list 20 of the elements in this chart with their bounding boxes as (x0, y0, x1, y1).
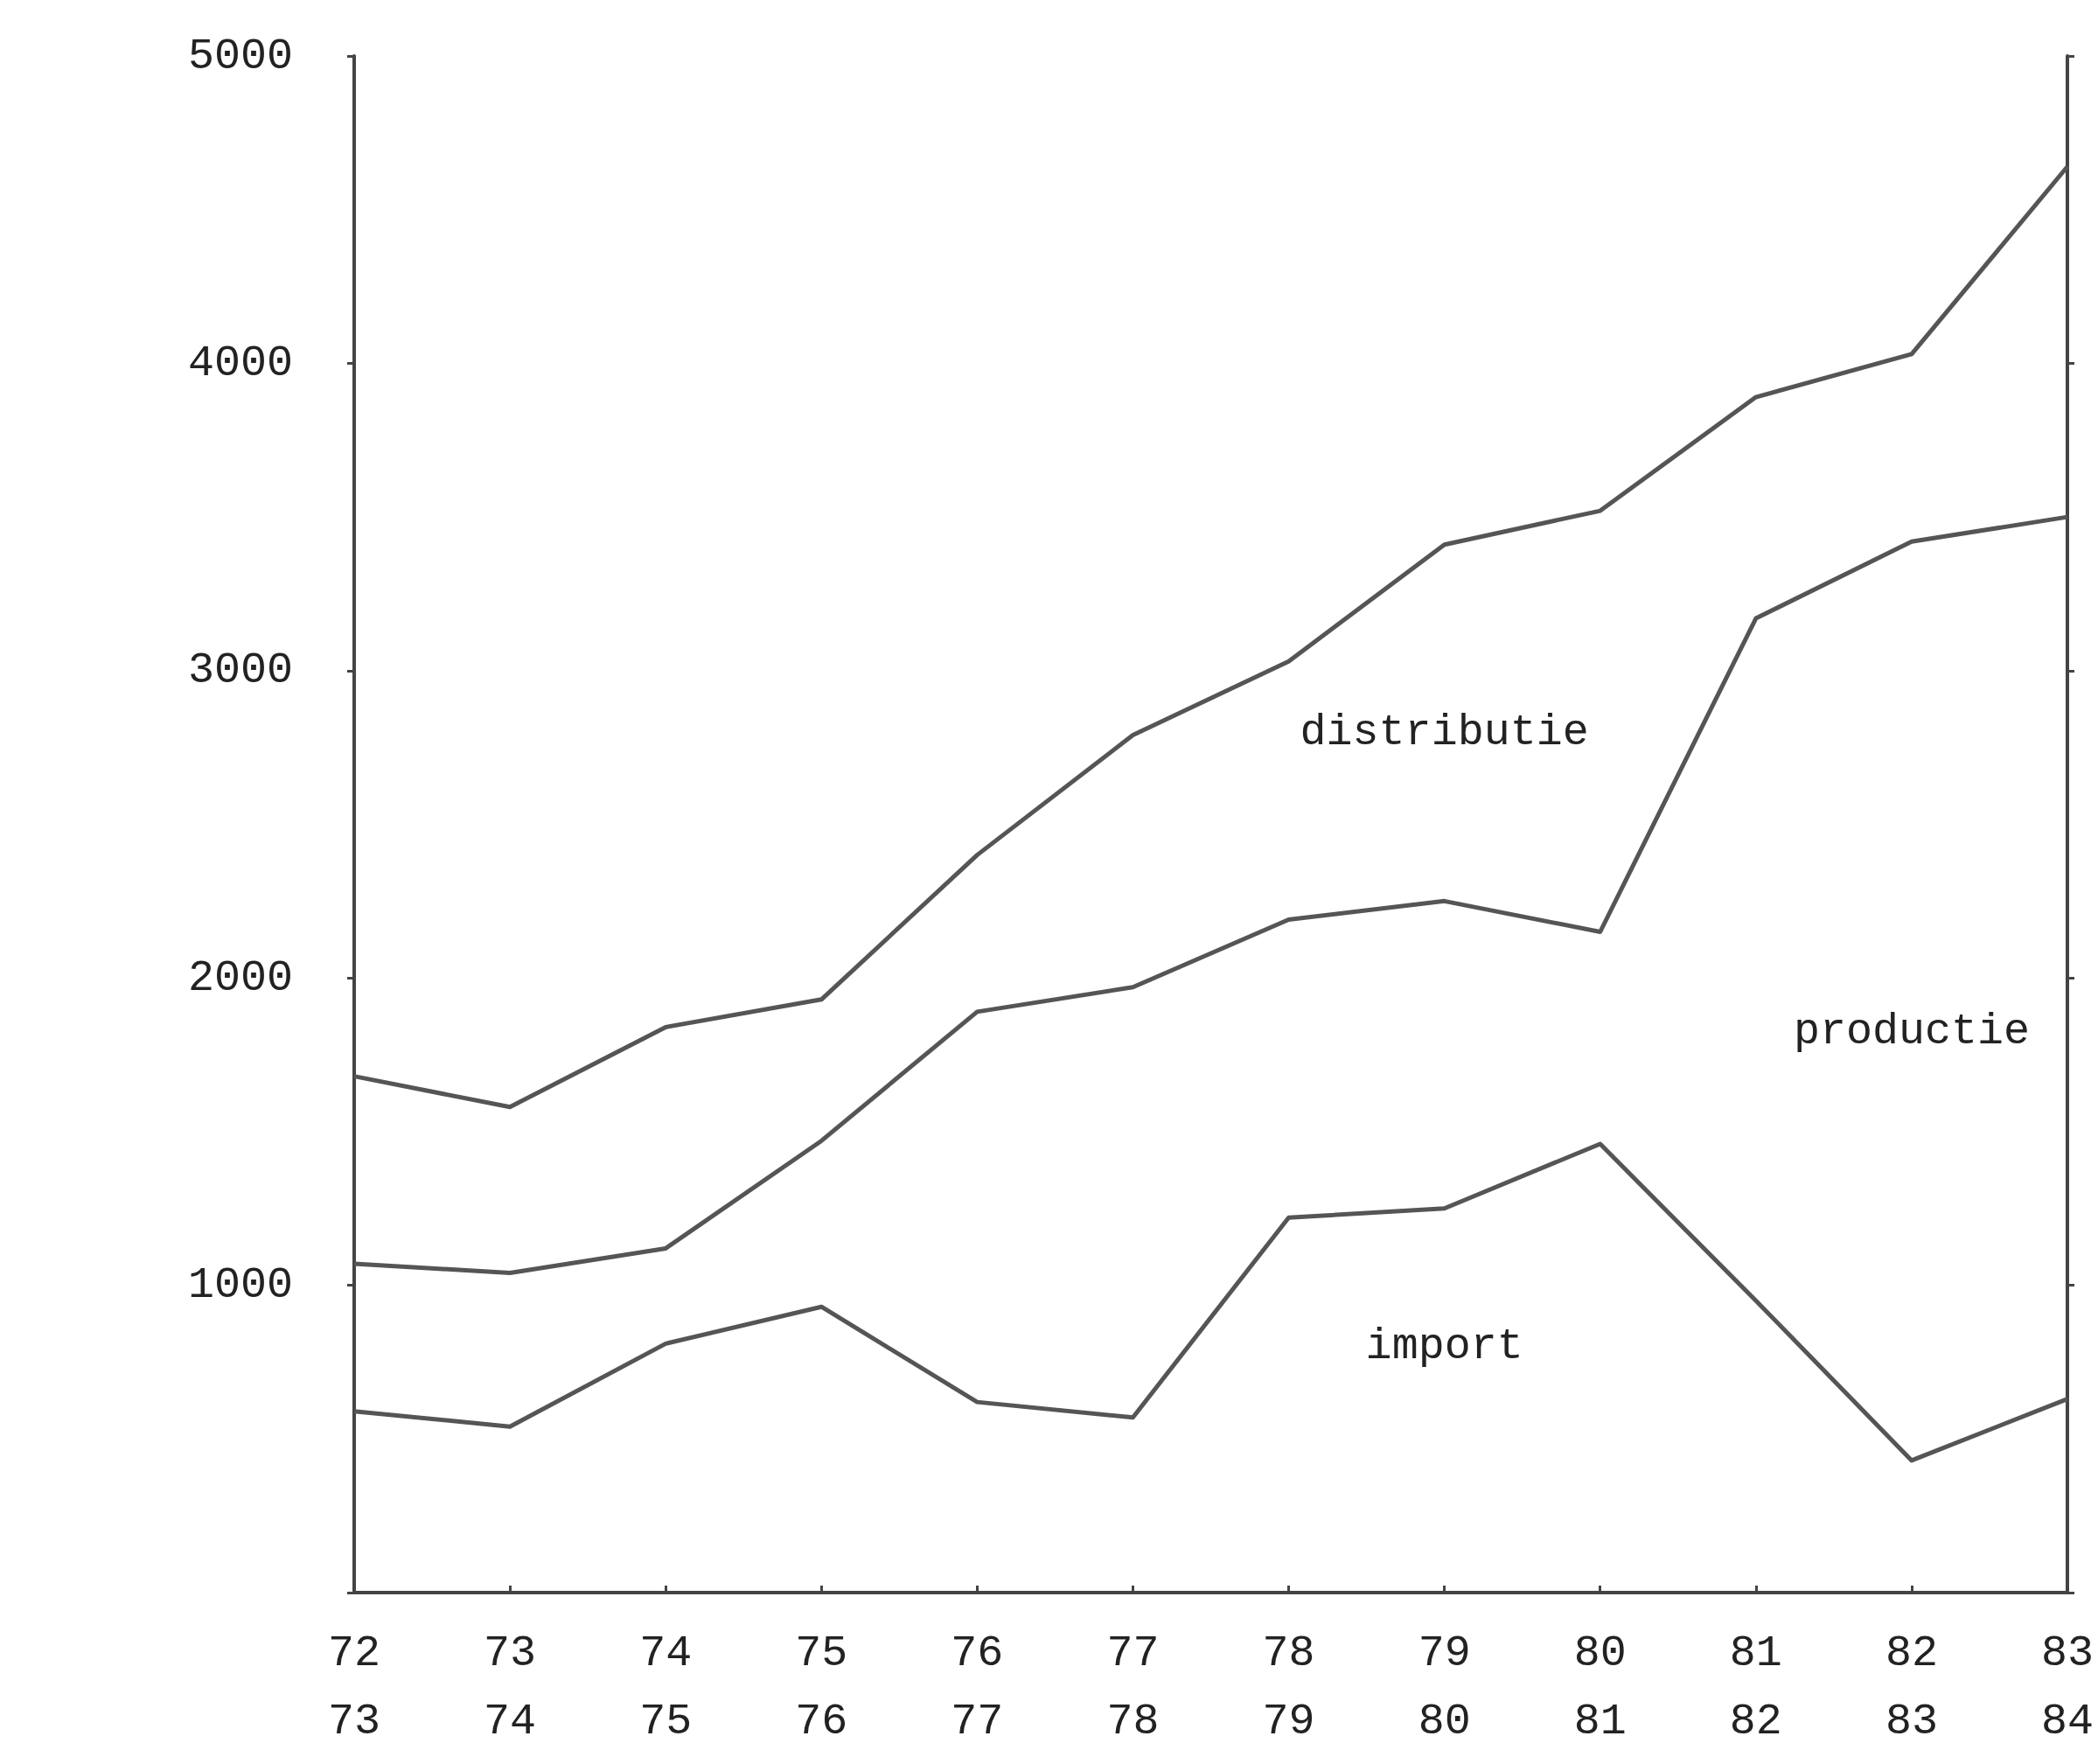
x-tick-label: 76 77 (951, 1628, 1004, 1747)
x-tick-label: 77 78 (1106, 1628, 1160, 1747)
x-tick-label: 72 73 (327, 1628, 381, 1747)
x-tick-label: 82 83 (1885, 1628, 1938, 1747)
x-tick-label: 80 81 (1573, 1628, 1627, 1747)
x-tick-label: 74 75 (639, 1628, 693, 1747)
y-tick-label: 5000 (188, 31, 294, 81)
series-label: distributie (1300, 707, 1589, 757)
x-tick-label: 81 82 (1729, 1628, 1782, 1747)
y-tick-label: 2000 (188, 952, 294, 1003)
x-tick-label: 73 74 (484, 1628, 537, 1747)
y-tick-label: 3000 (188, 645, 294, 696)
y-tick-label: 1000 (188, 1260, 294, 1311)
x-tick-label: 79 80 (1418, 1628, 1471, 1747)
x-tick-label: 75 76 (795, 1628, 848, 1747)
x-tick-label: 78 79 (1262, 1628, 1315, 1747)
x-tick-label: 83 84 (2040, 1628, 2095, 1747)
y-tick-label: 4000 (188, 338, 294, 388)
text: productie (1793, 1007, 2030, 1057)
text: import (1365, 1321, 1523, 1372)
